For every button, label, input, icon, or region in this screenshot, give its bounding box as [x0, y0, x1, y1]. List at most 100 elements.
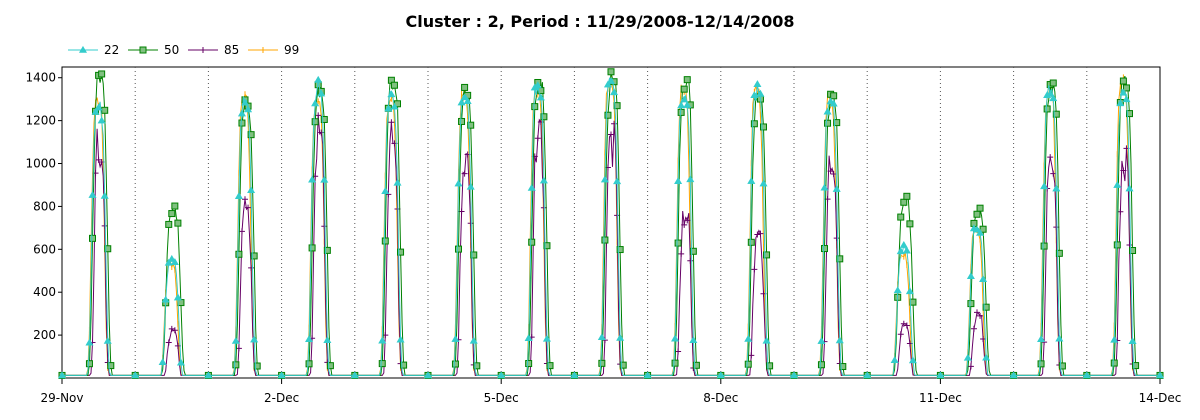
data-point: [1055, 334, 1064, 342]
data-point: [1046, 89, 1055, 97]
y-tick-label: 400: [33, 285, 56, 299]
data-point: [320, 175, 329, 183]
data-point: [350, 371, 359, 379]
data-point: [616, 246, 624, 254]
data-point: [684, 217, 691, 224]
data-point: [789, 371, 799, 379]
data-point: [763, 251, 771, 259]
data-point: [311, 118, 319, 126]
data-point: [616, 333, 625, 341]
data-point: [607, 68, 615, 76]
data-point: [321, 223, 328, 230]
data-point: [970, 325, 977, 332]
legend-marker: [200, 47, 206, 53]
data-point: [232, 361, 240, 369]
data-point: [454, 179, 463, 187]
data-point: [744, 334, 753, 342]
data-point: [57, 371, 67, 379]
data-point: [524, 334, 533, 341]
data-point: [744, 360, 752, 368]
data-point: [833, 119, 841, 127]
data-point: [756, 89, 765, 97]
data-point: [317, 89, 326, 97]
y-tick-label: 1400: [25, 71, 56, 85]
data-point: [542, 334, 551, 342]
data-point: [606, 76, 616, 84]
x-tick-label: 5-Dec: [484, 391, 519, 405]
data-point: [1049, 94, 1058, 102]
data-point: [305, 360, 313, 368]
data-point: [400, 361, 408, 369]
data-point: [1050, 170, 1057, 177]
data-point: [469, 336, 478, 344]
data-point: [161, 295, 170, 303]
data-point: [277, 371, 286, 379]
data-point: [525, 360, 533, 368]
data-point: [1113, 180, 1122, 188]
data-point: [390, 102, 399, 110]
data-point: [824, 119, 832, 127]
data-point: [390, 81, 398, 89]
y-tick-label: 800: [33, 199, 56, 213]
data-point: [897, 213, 905, 221]
data-point: [461, 83, 469, 91]
data-point: [829, 99, 838, 107]
data-point: [671, 359, 679, 367]
data-point: [455, 245, 462, 253]
data-point: [308, 175, 317, 183]
data-point: [976, 204, 984, 212]
data-point: [423, 371, 433, 379]
data-point: [170, 258, 179, 265]
data-point: [527, 183, 536, 191]
data-point: [600, 175, 609, 183]
data-point: [473, 362, 481, 370]
data-point: [176, 358, 185, 366]
data-point: [963, 353, 972, 361]
legend: 22 50 85 99: [68, 43, 299, 57]
data-point: [748, 352, 755, 359]
data-point: [235, 250, 243, 258]
data-point: [766, 362, 774, 370]
data-point: [451, 360, 459, 368]
data-point: [1037, 335, 1046, 343]
data-point: [250, 335, 259, 343]
data-point: [100, 191, 109, 199]
data-point: [827, 168, 834, 175]
data-point: [536, 93, 545, 101]
data-point: [242, 196, 248, 203]
data-point: [903, 192, 911, 200]
data-point: [164, 258, 173, 266]
data-point: [716, 371, 725, 379]
data-point: [381, 187, 390, 195]
data-point: [104, 245, 112, 253]
data-point: [936, 371, 945, 379]
data-point: [751, 266, 758, 273]
data-point: [131, 371, 140, 379]
data-point: [675, 348, 682, 355]
data-point: [830, 92, 838, 100]
data-point: [686, 175, 695, 183]
data-point: [244, 105, 253, 113]
x-tick-label: 2-Dec: [264, 391, 299, 405]
data-point: [678, 250, 685, 257]
data-point: [1047, 154, 1054, 161]
data-point: [528, 238, 536, 246]
data-point: [900, 320, 907, 327]
data-point: [747, 238, 755, 246]
data-point: [683, 101, 692, 108]
data-point: [1125, 184, 1134, 192]
legend-label: 22: [104, 43, 119, 57]
data-point: [97, 116, 106, 124]
legend-marker: [139, 46, 147, 54]
data-point: [231, 336, 240, 344]
data-point: [1110, 359, 1118, 367]
data-point: [754, 231, 761, 238]
data-point: [897, 331, 904, 338]
data-point: [1119, 88, 1128, 96]
data-point: [820, 183, 829, 191]
data-point: [311, 99, 320, 107]
data-point: [95, 156, 102, 163]
data-point: [323, 336, 332, 344]
data-point: [906, 220, 914, 228]
data-point: [247, 131, 255, 139]
